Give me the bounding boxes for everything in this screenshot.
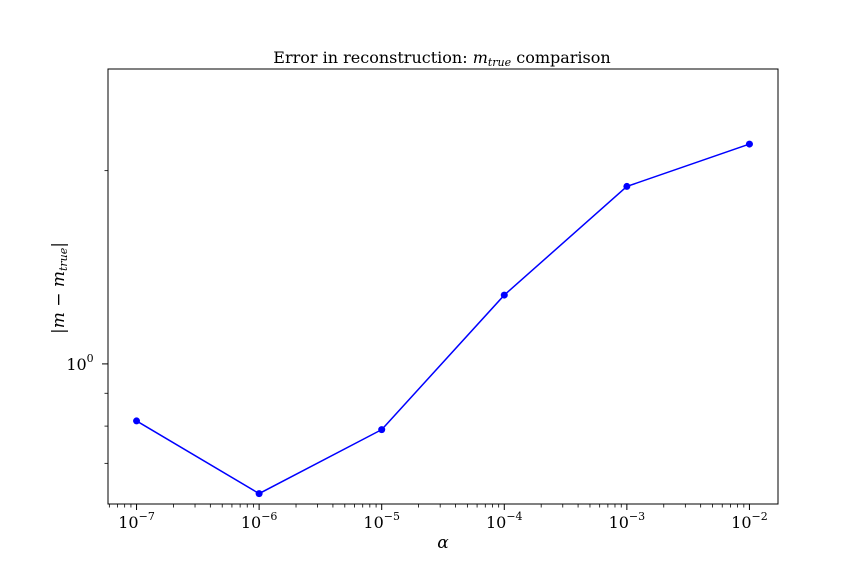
x-tick-label-0: 10−7 bbox=[118, 510, 155, 532]
data-point-0-1 bbox=[255, 490, 263, 498]
chart-title: Error in reconstruction: mtrue compariso… bbox=[273, 48, 610, 69]
data-point-0-0 bbox=[133, 417, 141, 425]
x-tick-label-5: 10−2 bbox=[731, 510, 768, 532]
axes-frame bbox=[107, 68, 779, 505]
data-point-0-4 bbox=[623, 182, 631, 190]
x-tick-label-4: 10−3 bbox=[609, 510, 646, 532]
y-tick-label-0: 100 bbox=[66, 352, 93, 374]
x-tick-label-3: 10−4 bbox=[486, 510, 523, 532]
data-point-0-2 bbox=[378, 426, 386, 434]
data-point-0-5 bbox=[745, 140, 753, 148]
x-tick-label-2: 10−5 bbox=[363, 510, 400, 532]
y-axis-label: |m − mtrue| bbox=[49, 242, 70, 334]
series-line-error bbox=[136, 143, 750, 495]
x-axis-label: α bbox=[437, 533, 449, 553]
data-point-0-3 bbox=[500, 291, 508, 299]
x-tick-label-1: 10−6 bbox=[241, 510, 278, 532]
plot-area: 10−7 10−6 10−5 10−4 10−3 10−2 100 bbox=[66, 68, 779, 532]
